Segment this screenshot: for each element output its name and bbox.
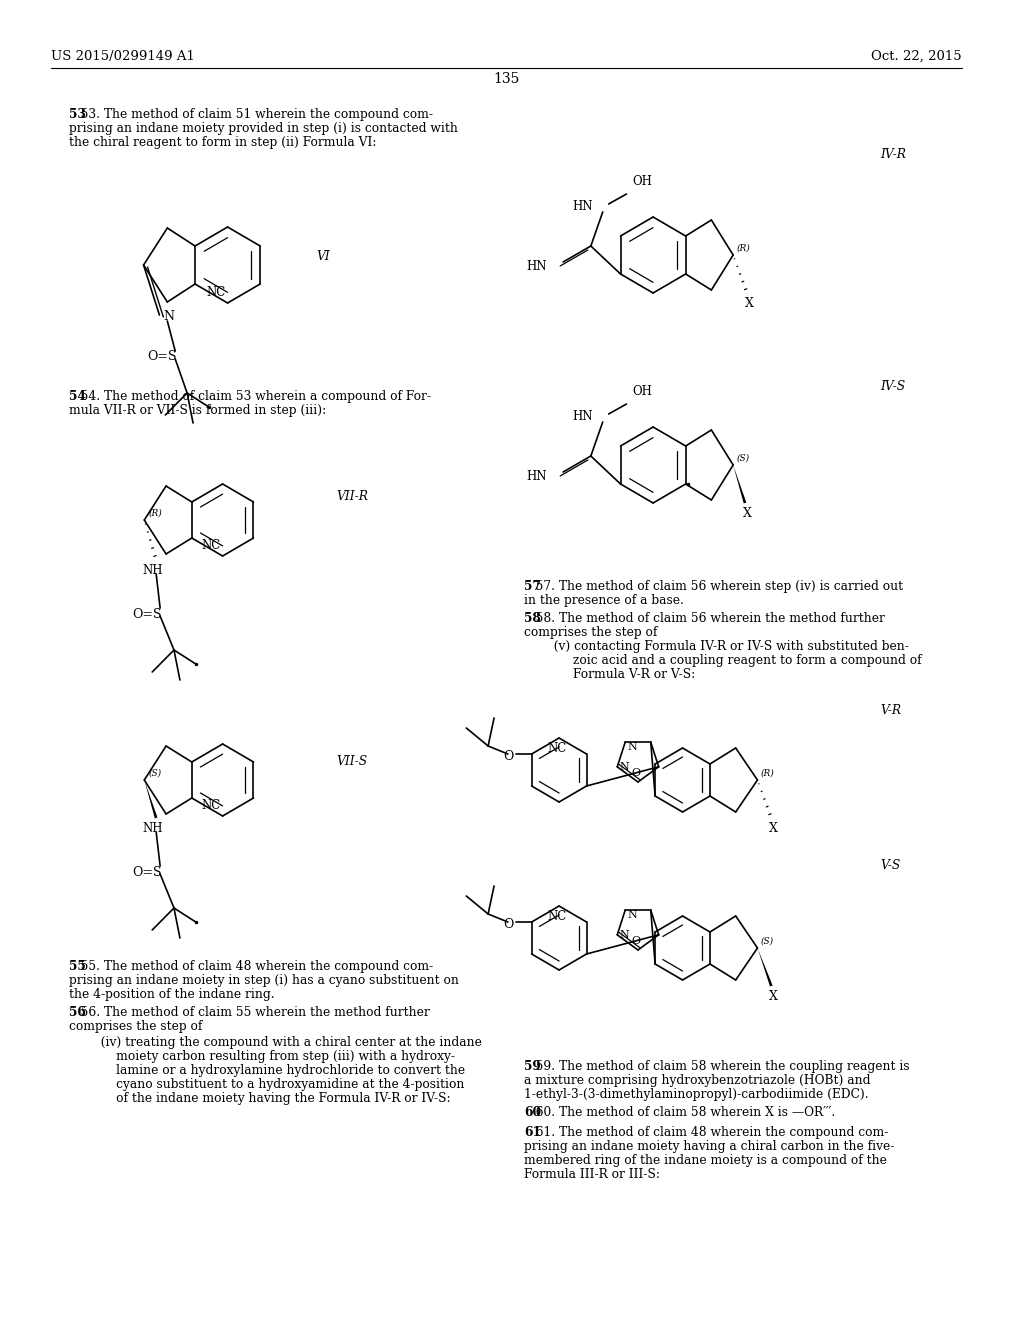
Text: (v) contacting Formula IV-R or IV-S with substituted ben-: (v) contacting Formula IV-R or IV-S with… <box>543 640 909 653</box>
Text: 60. The method of claim 58 wherein X is —OR′′′.: 60. The method of claim 58 wherein X is … <box>524 1106 836 1119</box>
Text: O: O <box>504 750 514 763</box>
Text: 61. The method of claim 48 wherein the compound com-: 61. The method of claim 48 wherein the c… <box>524 1126 889 1139</box>
Text: zoic acid and a coupling reagent to form a compound of: zoic acid and a coupling reagent to form… <box>543 653 922 667</box>
Text: 53: 53 <box>70 108 86 121</box>
Text: 55: 55 <box>70 960 86 973</box>
Text: a mixture comprising hydroxybenzotriazole (HOBt) and: a mixture comprising hydroxybenzotriazol… <box>524 1074 871 1086</box>
Text: O: O <box>632 936 641 946</box>
Text: 60: 60 <box>524 1106 542 1119</box>
Text: mula VII-R or VII-S is formed in step (iii):: mula VII-R or VII-S is formed in step (i… <box>70 404 327 417</box>
Text: (iv) treating the compound with a chiral center at the indane: (iv) treating the compound with a chiral… <box>89 1036 482 1049</box>
Text: the 4-position of the indane ring.: the 4-position of the indane ring. <box>70 987 274 1001</box>
Text: N: N <box>627 911 637 920</box>
Text: 53. The method of claim 51 wherein the compound com-: 53. The method of claim 51 wherein the c… <box>70 108 433 121</box>
Text: O=S: O=S <box>132 607 162 620</box>
Text: 56: 56 <box>70 1006 86 1019</box>
Text: OH: OH <box>633 385 652 399</box>
Text: of the indane moiety having the Formula IV-R or IV-S:: of the indane moiety having the Formula … <box>89 1092 451 1105</box>
Text: cyano substituent to a hydroxyamidine at the 4-position: cyano substituent to a hydroxyamidine at… <box>89 1078 465 1092</box>
Text: 1-ethyl-3-(3-dimethylaminopropyl)-carbodiimide (EDC).: 1-ethyl-3-(3-dimethylaminopropyl)-carbod… <box>524 1088 869 1101</box>
Text: (R): (R) <box>148 510 162 517</box>
Text: N: N <box>164 310 174 323</box>
Text: (R): (R) <box>761 770 774 777</box>
Text: Oct. 22, 2015: Oct. 22, 2015 <box>871 50 962 63</box>
Text: in the presence of a base.: in the presence of a base. <box>524 594 684 607</box>
Text: VII-R: VII-R <box>337 490 369 503</box>
Polygon shape <box>733 465 746 503</box>
Text: N: N <box>620 929 629 940</box>
Text: V-R: V-R <box>881 704 902 717</box>
Text: O=S: O=S <box>132 866 162 879</box>
Text: NC: NC <box>202 799 220 812</box>
Text: O: O <box>632 768 641 777</box>
Text: NH: NH <box>142 564 163 577</box>
Text: 135: 135 <box>494 73 520 86</box>
Text: NC: NC <box>202 539 220 552</box>
Text: HN: HN <box>572 409 593 422</box>
Text: VI: VI <box>316 249 331 263</box>
Text: V-S: V-S <box>881 859 901 873</box>
Text: prising an indane moiety having a chiral carbon in the five-: prising an indane moiety having a chiral… <box>524 1140 895 1152</box>
Text: N: N <box>620 762 629 772</box>
Text: Formula III-R or III-S:: Formula III-R or III-S: <box>524 1168 660 1181</box>
Text: X: X <box>769 990 778 1003</box>
Text: comprises the step of: comprises the step of <box>524 626 657 639</box>
Text: 58. The method of claim 56 wherein the method further: 58. The method of claim 56 wherein the m… <box>524 612 886 624</box>
Text: prising an indane moiety provided in step (i) is contacted with: prising an indane moiety provided in ste… <box>70 121 458 135</box>
Polygon shape <box>758 948 773 986</box>
Text: NC: NC <box>548 909 566 923</box>
Text: O=S: O=S <box>147 351 177 363</box>
Text: 59. The method of claim 58 wherein the coupling reagent is: 59. The method of claim 58 wherein the c… <box>524 1060 910 1073</box>
Polygon shape <box>144 780 158 818</box>
Text: HN: HN <box>526 260 547 272</box>
Text: NC: NC <box>207 286 225 300</box>
Text: 56. The method of claim 55 wherein the method further: 56. The method of claim 55 wherein the m… <box>70 1006 430 1019</box>
Text: 59: 59 <box>524 1060 542 1073</box>
Text: IV-R: IV-R <box>881 148 906 161</box>
Text: 57. The method of claim 56 wherein step (iv) is carried out: 57. The method of claim 56 wherein step … <box>524 579 903 593</box>
Text: US 2015/0299149 A1: US 2015/0299149 A1 <box>51 50 196 63</box>
Text: (S): (S) <box>761 937 773 946</box>
Text: NC: NC <box>548 742 566 755</box>
Text: IV-S: IV-S <box>881 380 906 393</box>
Text: 57: 57 <box>524 579 542 593</box>
Text: moiety carbon resulting from step (iii) with a hydroxy-: moiety carbon resulting from step (iii) … <box>89 1049 455 1063</box>
Text: X: X <box>769 822 778 836</box>
Text: NH: NH <box>142 822 163 836</box>
Text: 55. The method of claim 48 wherein the compound com-: 55. The method of claim 48 wherein the c… <box>70 960 433 973</box>
Text: 61: 61 <box>524 1126 542 1139</box>
Text: OH: OH <box>633 176 652 187</box>
Text: 54. The method of claim 53 wherein a compound of For-: 54. The method of claim 53 wherein a com… <box>70 389 431 403</box>
Text: X: X <box>742 507 752 520</box>
Text: membered ring of the indane moiety is a compound of the: membered ring of the indane moiety is a … <box>524 1154 888 1167</box>
Text: prising an indane moiety in step (i) has a cyano substituent on: prising an indane moiety in step (i) has… <box>70 974 459 987</box>
Text: (S): (S) <box>148 770 162 777</box>
Text: (R): (R) <box>736 244 750 253</box>
Text: comprises the step of: comprises the step of <box>70 1020 203 1034</box>
Text: O: O <box>504 917 514 931</box>
Text: X: X <box>744 297 754 310</box>
Text: HN: HN <box>526 470 547 483</box>
Text: 58: 58 <box>524 612 542 624</box>
Text: (S): (S) <box>736 454 750 463</box>
Text: 54: 54 <box>70 389 86 403</box>
Text: Formula V-R or V-S:: Formula V-R or V-S: <box>543 668 695 681</box>
Text: N: N <box>627 742 637 752</box>
Text: the chiral reagent to form in step (ii) Formula VI:: the chiral reagent to form in step (ii) … <box>70 136 377 149</box>
Text: lamine or a hydroxylamine hydrochloride to convert the: lamine or a hydroxylamine hydrochloride … <box>89 1064 465 1077</box>
Text: VII-S: VII-S <box>337 755 368 768</box>
Text: HN: HN <box>572 199 593 213</box>
